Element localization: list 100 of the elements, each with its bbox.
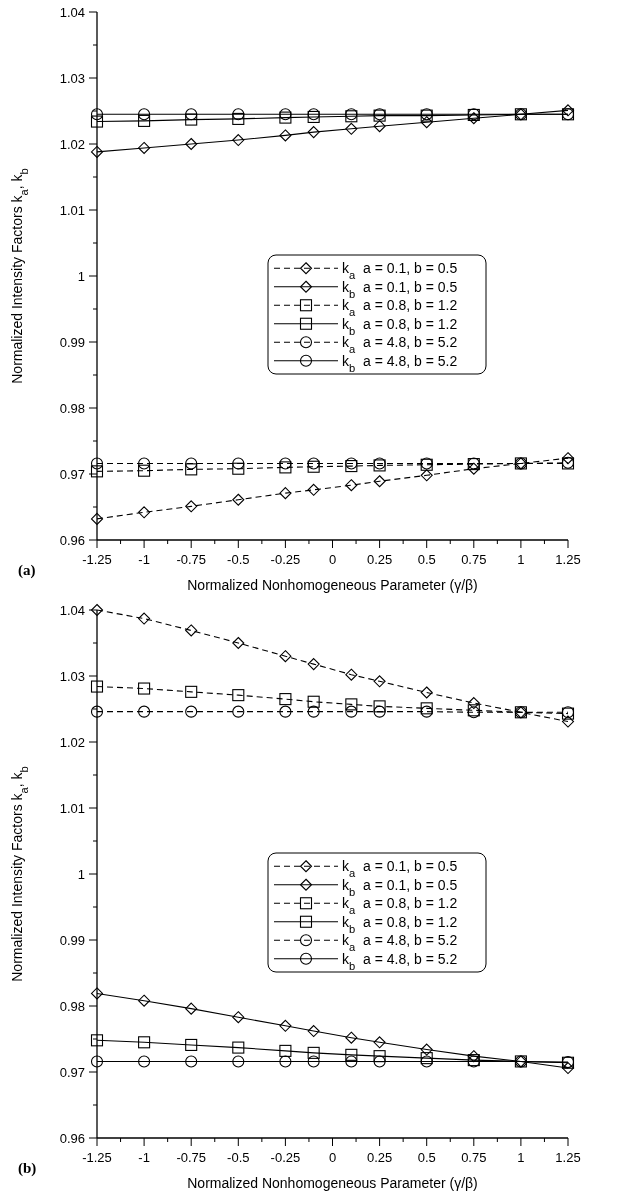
point	[185, 500, 198, 513]
point	[307, 126, 320, 139]
point	[373, 700, 386, 713]
point	[138, 682, 151, 695]
x-axis-title: Normalized Nonhomogeneous Parameter (γ/β)	[187, 577, 478, 593]
y-tick-label: 1.02	[59, 136, 85, 152]
point	[307, 658, 320, 671]
point	[90, 108, 104, 121]
text: (b)	[18, 1160, 37, 1177]
x-tick-label: 0.75	[461, 1150, 487, 1165]
point	[345, 1048, 358, 1061]
point	[373, 1050, 386, 1063]
point	[307, 483, 320, 496]
x-tick-label: 0.5	[417, 552, 436, 567]
point	[345, 1031, 358, 1044]
y-tick-label: 1	[77, 866, 85, 882]
point	[373, 120, 386, 133]
x-tick-label: 0.5	[417, 1150, 436, 1165]
point	[90, 1034, 104, 1047]
point	[90, 512, 104, 525]
point	[561, 715, 575, 728]
x-tick-label: 0	[328, 552, 337, 567]
x-tick-label: 0	[328, 1150, 337, 1165]
y-tick-label: 0.96	[59, 1130, 85, 1146]
x-tick-label: -0.75	[176, 552, 207, 567]
point	[279, 461, 292, 474]
point	[138, 1036, 151, 1049]
y-tick-label: 1	[77, 268, 85, 284]
y-tick-label: 0.99	[59, 334, 85, 350]
point	[279, 1044, 292, 1057]
y-tick-label: 0.99	[59, 932, 85, 948]
x-tick-label: -0.25	[270, 552, 301, 567]
point	[232, 1011, 245, 1024]
point	[279, 457, 292, 470]
text: (a)	[18, 562, 36, 579]
point	[467, 697, 480, 710]
point	[420, 686, 433, 699]
x-tick-label: -0.5	[227, 1150, 250, 1165]
point	[185, 457, 198, 470]
point	[90, 457, 104, 470]
point	[232, 1055, 245, 1068]
point	[345, 668, 358, 681]
point	[185, 1055, 198, 1068]
point	[138, 141, 151, 155]
x-tick-label: 0.25	[366, 552, 393, 567]
point	[307, 1055, 320, 1068]
point	[232, 108, 245, 121]
y-tick-label: 0.97	[59, 466, 85, 482]
x-tick-label: -0.75	[176, 1150, 207, 1165]
x-tick-label: -1	[138, 1150, 150, 1165]
y-tick-label: 1.04	[59, 602, 85, 618]
point	[185, 463, 198, 476]
point	[185, 705, 198, 718]
point	[185, 624, 198, 637]
x-tick-label: 1	[517, 552, 525, 567]
point	[138, 114, 151, 127]
point	[90, 115, 104, 128]
y-tick-label: 1.02	[59, 734, 85, 750]
point	[138, 108, 151, 121]
y-tick-label: 1.04	[59, 4, 85, 20]
point	[373, 705, 386, 718]
x-tick-label: -0.25	[270, 1150, 301, 1165]
point	[373, 675, 386, 688]
point	[90, 705, 104, 718]
point	[279, 487, 292, 500]
point	[90, 987, 104, 1000]
point	[185, 1038, 198, 1051]
point	[307, 1025, 320, 1038]
x-tick-label: -1.25	[82, 1150, 112, 1165]
x-tick-label: 0.75	[461, 552, 487, 567]
y-tick-label: 0.98	[59, 400, 85, 416]
point	[345, 705, 358, 718]
point	[279, 1019, 292, 1032]
point	[561, 1061, 575, 1075]
point	[138, 506, 151, 519]
point	[232, 457, 245, 470]
point	[138, 705, 151, 718]
point	[232, 689, 245, 702]
point	[138, 612, 151, 625]
point	[420, 469, 433, 482]
point	[307, 705, 320, 718]
y-tick-label: 0.97	[59, 1064, 85, 1080]
point	[345, 479, 358, 492]
point	[373, 475, 386, 488]
y-tick-label: 0.96	[59, 532, 85, 548]
x-tick-label: 0.25	[366, 1150, 393, 1165]
point	[90, 680, 104, 693]
point	[279, 1055, 292, 1068]
point	[138, 464, 151, 477]
point	[420, 116, 433, 129]
point	[185, 113, 198, 126]
point	[232, 462, 245, 475]
point	[561, 452, 575, 465]
point	[232, 112, 245, 125]
x-tick-label: -1.25	[82, 552, 112, 567]
point	[185, 137, 198, 151]
point	[373, 1036, 386, 1049]
point	[138, 994, 151, 1007]
point	[345, 698, 358, 711]
x-axis-title: Normalized Nonhomogeneous Parameter (γ/β)	[187, 1175, 478, 1191]
